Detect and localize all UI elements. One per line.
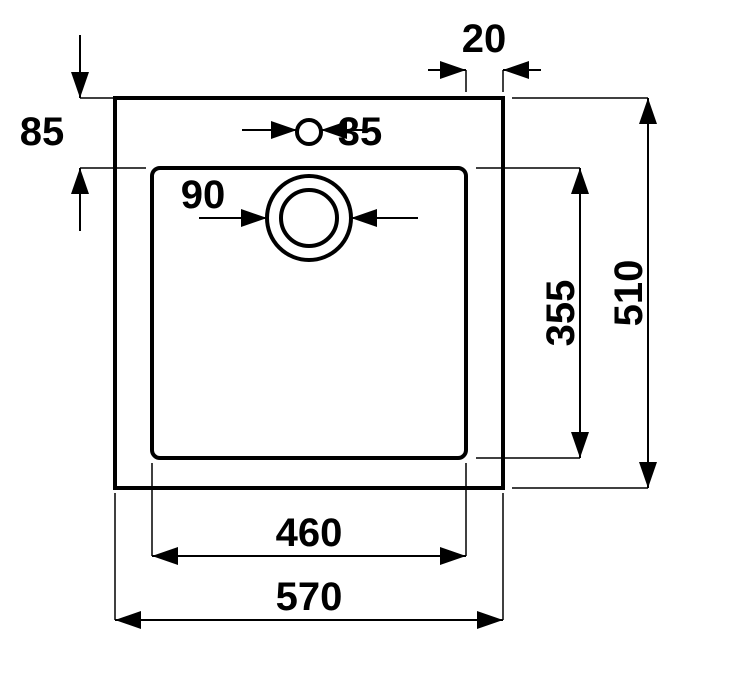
dim-510-arrow-top <box>639 98 657 124</box>
dim-460-arrow-left <box>152 547 178 565</box>
tap-hole-circle <box>297 120 321 144</box>
dim-570-arrow-left <box>115 611 141 629</box>
dim-90-label: 90 <box>181 173 226 217</box>
dim-460-label: 460 <box>276 511 343 555</box>
dim-35-arrow-left <box>271 121 297 139</box>
dim-460-arrow-right <box>440 547 466 565</box>
dim-570-label: 570 <box>276 575 343 619</box>
dim-355-arrow-top <box>571 168 589 194</box>
dim-355-arrow-bot <box>571 432 589 458</box>
sink-outer-rect <box>115 98 503 488</box>
dim-20-arrow-left <box>440 61 466 79</box>
dim-355-label: 355 <box>539 280 583 347</box>
dim-90-arrow-right <box>351 209 377 227</box>
dim-510-arrow-bot <box>639 462 657 488</box>
dim-85-arrow-top <box>71 72 89 98</box>
dim-90-arrow-left <box>241 209 267 227</box>
drain-inner-circle <box>281 190 337 246</box>
dim-20-arrow-right <box>503 61 529 79</box>
dim-510-label: 510 <box>607 260 651 327</box>
dim-35-label: 35 <box>338 110 383 154</box>
dim-570-arrow-right <box>477 611 503 629</box>
dim-20-label: 20 <box>462 17 507 61</box>
dim-85-arrow-bot <box>71 168 89 194</box>
dim-85-label: 85 <box>20 110 65 154</box>
